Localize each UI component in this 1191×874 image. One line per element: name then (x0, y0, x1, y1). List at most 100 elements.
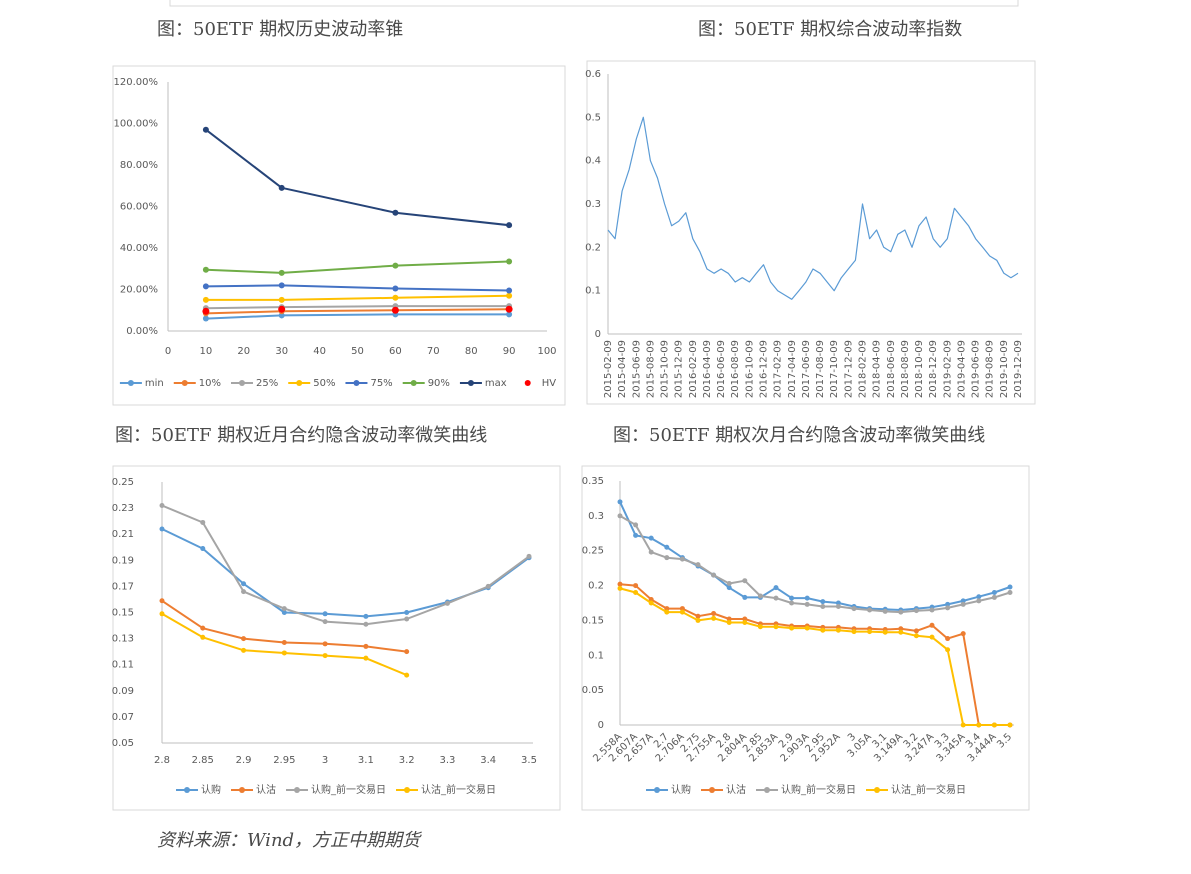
x-tick-label: 2019-02-09 (942, 340, 953, 398)
data-point (711, 610, 717, 616)
series-line (161, 504, 530, 626)
data-point (913, 608, 919, 614)
x-tick-label: 2017-08-09 (815, 340, 826, 398)
y-tick-label: 0.25 (112, 477, 134, 488)
x-tick-label: 2.8 (154, 755, 170, 766)
x-tick-label: 2018-08-09 (900, 340, 911, 398)
data-point (773, 585, 779, 591)
series-line (205, 305, 510, 310)
legend-label: 认购_前一交易日 (781, 783, 856, 796)
y-tick-label: 0.15 (582, 615, 604, 626)
data-point (804, 625, 810, 631)
chart-title: 图：50ETF 期权次月合约隐含波动率微笑曲线 (613, 425, 985, 446)
x-tick-label: 2016-02-09 (688, 340, 699, 398)
y-tick-label: 0.25 (582, 546, 604, 557)
y-tick-label: 0.1 (588, 650, 604, 661)
x-tick-label: 2017-02-09 (773, 340, 784, 398)
data-point (820, 599, 826, 605)
chart-title: 图：50ETF 期权综合波动率指数 (698, 19, 962, 40)
y-tick-label: 0 (598, 720, 604, 731)
legend-label: 25% (256, 378, 278, 389)
legend-label: 认沽_前一交易日 (421, 783, 496, 796)
data-point (711, 615, 717, 621)
data-point (726, 580, 732, 586)
x-tick-label: 2018-10-09 (914, 340, 925, 398)
x-tick-label: 2016-08-09 (730, 340, 741, 398)
x-tick-label: 2018-02-09 (857, 340, 868, 398)
x-tick-label: 70 (427, 346, 440, 357)
data-point (617, 585, 623, 591)
data-point (404, 672, 410, 678)
legend-swatch (764, 787, 770, 793)
series-line (619, 583, 1010, 726)
y-tick-label: 0.05 (112, 738, 134, 749)
legend-label: 认沽 (726, 783, 746, 796)
x-tick-label: 2016-10-09 (744, 340, 755, 398)
y-tick-label: 100.00% (114, 119, 159, 130)
x-tick-label: 2019-08-09 (985, 340, 996, 398)
legend-swatch (353, 380, 360, 386)
data-point (200, 519, 206, 525)
data-point (789, 595, 795, 601)
data-point (392, 294, 399, 301)
x-tick-label: 100 (537, 346, 556, 357)
data-point (976, 598, 982, 604)
x-tick-label: 2015-12-09 (674, 340, 685, 398)
x-tick-label: 2015-02-09 (603, 340, 614, 398)
data-point (363, 655, 369, 661)
data-point (363, 621, 369, 627)
data-point (976, 722, 982, 728)
x-tick-label: 2019-10-09 (999, 340, 1010, 398)
series-line (619, 515, 1011, 614)
legend-swatch (467, 380, 474, 386)
y-tick-label: 0.17 (112, 581, 134, 592)
y-tick-label: 0.1 (585, 286, 601, 297)
y-tick-label: 0.4 (585, 156, 601, 167)
data-point (281, 640, 287, 646)
data-point (241, 636, 247, 642)
data-point (202, 296, 209, 303)
data-point (945, 605, 951, 611)
x-tick-label: 2.95 (273, 755, 295, 766)
data-point (882, 629, 888, 635)
data-point (929, 634, 935, 640)
data-point (804, 601, 810, 607)
data-point (898, 609, 904, 615)
x-tick-label: 3.2 (399, 755, 415, 766)
data-point (506, 222, 513, 229)
y-tick-label: 0.5 (585, 112, 601, 123)
x-tick-label: 2016-06-09 (716, 340, 727, 398)
data-point (695, 617, 701, 623)
data-point (202, 126, 209, 133)
x-tick-label: 80 (465, 346, 478, 357)
data-point (991, 594, 997, 600)
x-tick-label: 30 (275, 346, 288, 357)
data-point (506, 258, 513, 265)
legend-swatch (239, 787, 245, 793)
data-point (392, 285, 399, 292)
data-point (278, 296, 285, 303)
data-point (867, 607, 873, 613)
data-point (485, 583, 491, 589)
data-point (835, 603, 841, 609)
data-point (392, 209, 399, 216)
x-tick-label: 2017-12-09 (843, 340, 854, 398)
y-tick-label: 0 (595, 329, 601, 340)
data-point (1007, 590, 1013, 596)
chart-frame (581, 465, 1030, 811)
y-tick-label: 0.13 (112, 634, 134, 645)
data-point (200, 634, 206, 640)
x-tick-label: 2018-04-09 (872, 340, 883, 398)
legend-swatch (294, 787, 300, 793)
y-tick-label: 60.00% (120, 202, 158, 213)
data-point (711, 572, 717, 578)
legend-swatch (524, 380, 531, 386)
series-line (205, 294, 510, 301)
data-point (200, 546, 206, 552)
data-point (322, 641, 328, 647)
data-point (664, 544, 670, 550)
x-tick-label: 3.1 (358, 755, 374, 766)
data-point (633, 522, 639, 528)
data-point (742, 620, 748, 626)
